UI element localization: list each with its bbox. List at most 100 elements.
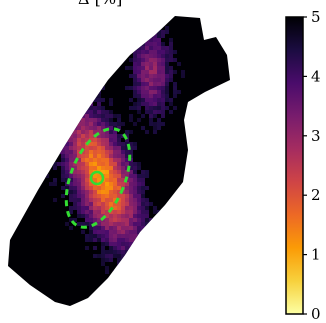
heat-cell — [97, 210, 101, 214]
heat-cell — [137, 242, 141, 246]
heat-cell — [169, 54, 173, 58]
heat-cell — [129, 186, 133, 190]
heat-cell — [149, 82, 153, 86]
heat-cell — [81, 106, 85, 110]
heat-cell — [97, 190, 101, 194]
heat-cell — [161, 58, 165, 62]
heat-cell — [141, 302, 145, 306]
heat-cell — [101, 190, 105, 194]
heat-cell — [81, 166, 85, 170]
heat-cell — [113, 130, 117, 134]
heat-cell — [137, 118, 141, 122]
heat-cell — [97, 226, 101, 230]
heat-cell — [129, 218, 133, 222]
heat-cell — [137, 78, 141, 82]
heat-cell — [145, 170, 149, 174]
heat-cell — [141, 90, 145, 94]
heat-cell — [113, 210, 117, 214]
heat-cell — [105, 114, 109, 118]
heat-cell — [105, 230, 109, 234]
heat-cell — [105, 234, 109, 238]
heat-cell — [73, 162, 77, 166]
heat-cell — [157, 58, 161, 62]
heat-cell — [173, 58, 177, 62]
heat-cell — [161, 82, 165, 86]
heat-cell — [85, 202, 89, 206]
heat-cell — [65, 114, 69, 118]
heat-cell — [61, 166, 65, 170]
heat-cell — [109, 238, 113, 242]
heat-cell — [89, 182, 93, 186]
heat-cell — [109, 114, 113, 118]
heat-cell — [129, 222, 133, 226]
heat-cell — [133, 62, 137, 66]
heat-cell — [97, 86, 101, 90]
heat-cell — [45, 146, 49, 150]
heat-cell — [53, 94, 57, 98]
heat-cell — [85, 198, 89, 202]
heat-cell — [85, 114, 89, 118]
heat-cell — [117, 122, 121, 126]
heat-cell — [161, 70, 165, 74]
heat-cell — [85, 130, 89, 134]
heat-cell — [109, 234, 113, 238]
heat-cell — [125, 226, 129, 230]
heat-cell — [121, 58, 125, 62]
heat-cell — [109, 118, 113, 122]
heat-cell — [77, 134, 81, 138]
heat-cell — [37, 86, 41, 90]
heat-cell — [117, 262, 121, 266]
heat-cell — [93, 118, 97, 122]
heat-cell — [105, 166, 109, 170]
heat-cell — [109, 174, 113, 178]
heat-cell — [53, 122, 57, 126]
heat-cell — [169, 110, 173, 114]
heat-cell — [113, 246, 117, 250]
heat-cell — [145, 274, 149, 278]
heat-cell — [169, 98, 173, 102]
heat-cell — [157, 122, 161, 126]
heat-cell — [65, 222, 69, 226]
heat-cell — [133, 86, 137, 90]
heat-cell — [145, 198, 149, 202]
heat-cell — [73, 94, 77, 98]
heat-cell — [69, 218, 73, 222]
heat-cell — [137, 258, 141, 262]
heat-cell — [97, 230, 101, 234]
heat-cell — [97, 142, 101, 146]
heat-cell — [49, 78, 53, 82]
heat-cell — [101, 206, 105, 210]
heat-cell — [169, 58, 173, 62]
heat-cell — [157, 254, 161, 258]
heat-cell — [145, 106, 149, 110]
heat-cell — [133, 74, 137, 78]
heat-cell — [129, 42, 133, 46]
heat-cell — [97, 214, 101, 218]
heat-cell — [85, 170, 89, 174]
heat-cell — [141, 62, 145, 66]
heat-cell — [153, 54, 157, 58]
heat-cell — [149, 226, 153, 230]
heat-cell — [65, 182, 69, 186]
heat-cell — [133, 58, 137, 62]
heat-cell — [89, 198, 93, 202]
heat-cell — [133, 162, 137, 166]
heat-cell — [105, 194, 109, 198]
heat-cell — [141, 34, 145, 38]
heat-cell — [77, 126, 81, 130]
heat-cell — [121, 286, 125, 290]
heat-cell — [77, 106, 81, 110]
heat-cell — [61, 90, 65, 94]
heat-cell — [129, 226, 133, 230]
heat-cell — [113, 230, 117, 234]
heat-cell — [121, 230, 125, 234]
heat-cell — [77, 182, 81, 186]
heat-cell — [157, 70, 161, 74]
heat-cell — [153, 234, 157, 238]
heat-cell — [81, 66, 85, 70]
heat-cell — [165, 54, 169, 58]
heat-cell — [113, 174, 117, 178]
heat-cell — [89, 82, 93, 86]
heat-cell — [121, 238, 125, 242]
heat-cell — [137, 210, 141, 214]
